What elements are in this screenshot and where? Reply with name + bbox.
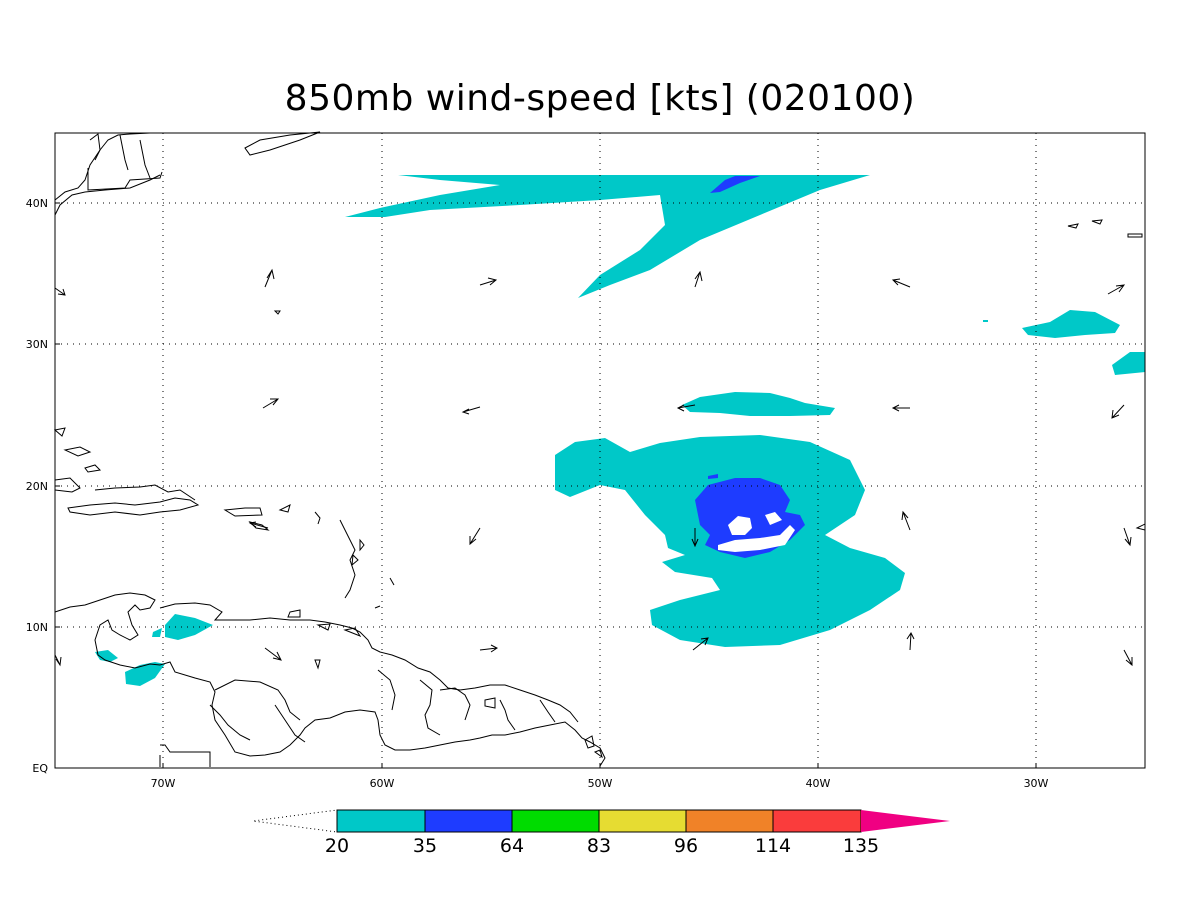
lat-label: EQ bbox=[32, 762, 48, 775]
lon-label: 50W bbox=[588, 777, 613, 790]
lat-label: 20N bbox=[26, 480, 48, 493]
colorbar-swatch bbox=[511, 809, 600, 833]
colorbar-swatch bbox=[336, 809, 426, 833]
country-borders bbox=[209, 669, 556, 743]
colorbar-label: 135 bbox=[843, 835, 879, 857]
lon-label: 30W bbox=[1024, 777, 1049, 790]
colorbar-swatch bbox=[685, 809, 774, 833]
lat-label: 10N bbox=[26, 621, 48, 634]
lat-label: 40N bbox=[26, 197, 48, 210]
colorbar-label: 64 bbox=[500, 835, 524, 857]
colorbar-swatch bbox=[598, 809, 687, 833]
colorbar-label: 96 bbox=[674, 835, 698, 857]
lon-label: 60W bbox=[370, 777, 395, 790]
tick-marks bbox=[55, 202, 1037, 768]
map-title: 850mb wind-speed [kts] (020100) bbox=[284, 78, 916, 119]
lat-label: 30N bbox=[26, 338, 48, 351]
longitude-labels: 70W 60W 50W 40W 30W bbox=[151, 777, 1049, 790]
colorbar: 20 35 64 83 96 114 135 bbox=[252, 809, 950, 857]
colorbar-label: 114 bbox=[755, 835, 791, 857]
map-panel bbox=[53, 131, 1146, 769]
colorbar-lower-extension bbox=[252, 809, 338, 833]
colorbar-upper-extension bbox=[861, 810, 950, 832]
latitude-labels: 40N 30N 20N 10N EQ bbox=[26, 197, 49, 775]
storm-eye bbox=[718, 512, 795, 552]
lon-label: 40W bbox=[806, 777, 831, 790]
colorbar-swatch bbox=[772, 809, 862, 833]
colorbar-label: 83 bbox=[587, 835, 611, 857]
wind-shading-20-35 bbox=[95, 175, 1145, 686]
colorbar-swatch bbox=[424, 809, 513, 833]
wind-vectors bbox=[54, 268, 1133, 667]
colorbar-label: 35 bbox=[413, 835, 437, 857]
lon-label: 70W bbox=[151, 777, 176, 790]
colorbar-label: 20 bbox=[325, 835, 349, 857]
